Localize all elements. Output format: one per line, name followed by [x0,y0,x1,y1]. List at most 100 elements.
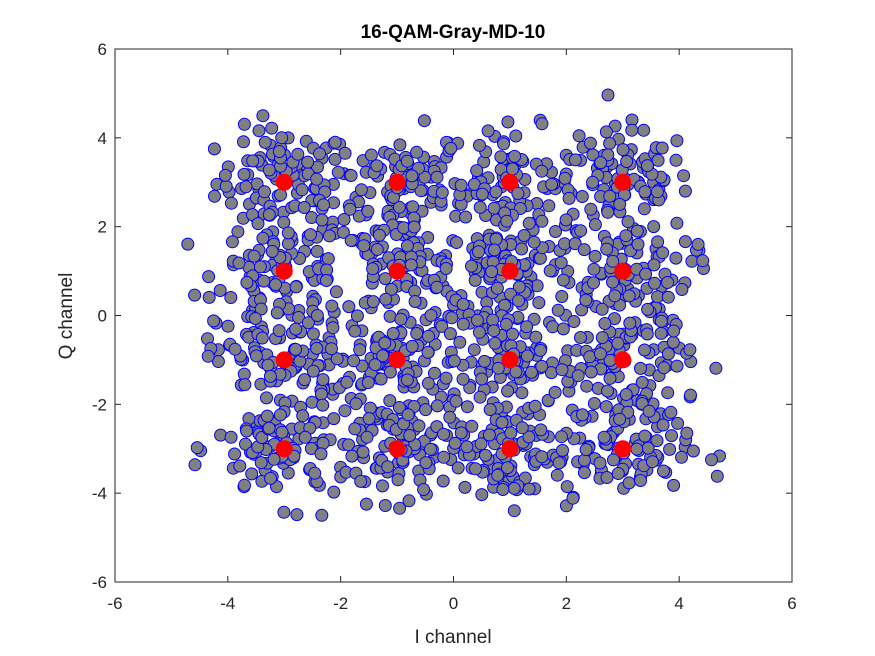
received-symbol-point [685,254,699,268]
received-symbol-point [245,467,259,481]
received-symbol-point [683,343,697,357]
received-symbol-point [571,369,585,383]
received-symbol-point [507,481,521,495]
received-symbol-point [515,386,529,400]
received-symbol-point [601,88,615,102]
received-symbol-point [678,235,692,249]
received-symbol-point [350,309,364,323]
received-symbol-point [330,352,344,366]
received-symbol-point [264,471,277,485]
received-symbol-point [368,358,382,372]
received-symbol-point [412,419,426,433]
received-symbol-point [515,242,529,256]
received-symbol-point [290,508,304,522]
received-symbol-point [487,243,501,257]
received-symbol-point [478,354,491,368]
received-symbol-point [496,483,510,496]
received-symbol-point [342,300,356,314]
y-tick-label: -4 [92,484,107,503]
received-symbol-point [392,401,406,414]
received-symbol-point [489,232,503,246]
received-symbol-point [645,455,659,469]
received-symbol-point [637,202,651,216]
received-symbol-point [383,309,397,323]
received-symbol-point [257,274,271,288]
received-symbol-point [428,366,441,380]
received-symbol-point [315,508,329,522]
received-symbol-point [327,412,341,426]
received-symbol-point [465,419,479,433]
received-symbol-point [323,229,336,243]
received-symbol-point [472,325,486,339]
received-symbol-point [424,442,437,456]
received-symbol-point [603,371,617,385]
received-symbol-point [533,251,547,265]
received-symbol-point [238,378,252,392]
received-symbol-point [601,205,615,219]
received-symbol-point [548,385,562,399]
received-symbol-point [421,376,435,390]
received-symbol-point [403,429,417,442]
received-symbol-point [595,331,609,345]
chart-title: 16-QAM-Gray-MD-10 [361,22,546,43]
received-symbol-point [393,501,407,515]
received-symbol-point [448,436,462,450]
constellation-point [388,262,406,280]
received-symbols [181,88,726,522]
x-axis-ticks: -6 -4 -2 0 2 4 6 [107,49,797,613]
received-symbol-point [298,373,311,387]
received-symbol-point [550,468,564,482]
received-symbol-point [638,343,651,357]
received-symbol-point [297,201,311,214]
received-symbol-point [301,155,315,169]
received-symbol-point [325,342,338,356]
received-symbol-point [684,388,697,402]
received-symbol-point [345,449,359,463]
constellation-point [275,173,293,191]
received-symbol-point [239,437,252,451]
received-symbol-point [647,220,661,234]
received-symbol-point [475,488,489,502]
received-symbol-point [655,141,669,155]
received-symbol-point [661,386,675,400]
received-symbol-point [237,117,251,131]
received-symbol-point [463,381,477,395]
received-symbol-point [410,327,424,340]
received-symbol-point [661,347,675,361]
received-symbol-point [443,327,457,341]
received-symbol-point [499,317,513,331]
received-symbol-point [639,267,653,281]
received-symbol-point [622,289,636,303]
received-symbol-point [296,409,310,423]
received-symbol-point [482,428,496,442]
received-symbol-point [490,281,504,295]
received-symbol-point [638,429,652,443]
y-tick-label: 0 [98,307,107,326]
received-symbol-point [207,314,221,328]
received-symbol-point [239,180,253,194]
received-symbol-point [454,426,468,440]
received-symbol-point [474,437,488,451]
received-symbol-point [472,245,485,259]
constellation-point [501,262,519,280]
received-symbol-point [577,466,591,480]
received-symbol-point [583,136,597,150]
received-symbol-point [651,153,665,167]
received-symbol-point [354,183,368,197]
constellation-point [614,351,632,369]
received-symbol-point [583,350,597,364]
received-symbol-point [400,154,414,168]
received-symbol-point [417,483,431,496]
received-symbol-point [635,375,649,389]
received-symbol-point [258,185,271,199]
received-symbol-point [677,169,691,183]
x-tick-label: 6 [787,594,796,613]
received-symbol-point [336,225,350,239]
received-symbol-point [584,202,598,216]
received-symbol-point [418,170,432,184]
received-symbol-point [386,327,400,340]
received-symbol-point [224,291,238,304]
constellation-point [614,440,632,458]
received-symbol-point [641,302,655,316]
received-symbol-point [566,491,580,505]
